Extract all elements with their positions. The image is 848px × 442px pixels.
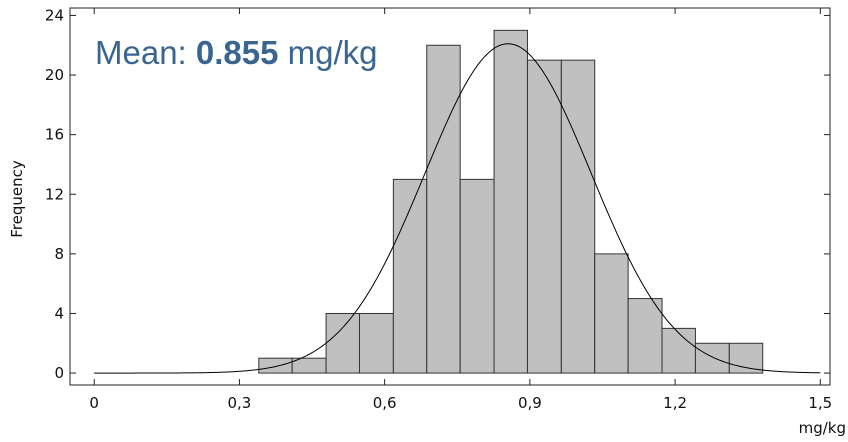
histogram-bar-12 xyxy=(661,327,696,374)
histogram-bar-9 xyxy=(560,59,596,374)
x-tick-label-3: 0,9 xyxy=(518,394,542,412)
histogram-bar-13 xyxy=(694,342,730,374)
histogram-bar-4 xyxy=(392,178,428,374)
mean-annotation-prefix: Mean: xyxy=(95,34,196,71)
histogram-bar-0 xyxy=(258,357,293,374)
x-tick-label-5: 1,5 xyxy=(808,394,832,412)
x-axis-title: mg/kg xyxy=(799,419,846,437)
y-tick-label-3: 12 xyxy=(45,185,64,203)
x-tick-label-4: 1,2 xyxy=(663,394,687,412)
histogram-bars xyxy=(258,29,764,374)
x-tick-label-0: 0 xyxy=(89,394,99,412)
histogram-bar-14 xyxy=(728,342,764,374)
y-tick-label-6: 24 xyxy=(45,6,64,24)
mean-annotation-unit: mg/kg xyxy=(278,34,377,71)
x-tick-label-1: 0,3 xyxy=(227,394,251,412)
y-tick-label-4: 16 xyxy=(45,126,64,144)
histogram-bar-2 xyxy=(325,312,360,374)
normal-curve xyxy=(94,43,821,374)
y-tick-label-5: 20 xyxy=(45,66,64,84)
plot-frame xyxy=(69,7,831,386)
y-tick-label-1: 4 xyxy=(54,304,64,322)
histogram-bar-6 xyxy=(459,178,495,374)
y-axis: 0 4 8 12 16 20 24 xyxy=(45,6,830,382)
histogram-bar-10 xyxy=(594,253,629,374)
y-tick-label-0: 0 xyxy=(54,364,64,382)
mean-annotation-value: 0.855 xyxy=(196,34,279,71)
y-axis-title: Frequency xyxy=(8,160,26,238)
x-axis: 0 0,3 0,6 0,9 1,2 1,5 xyxy=(89,8,832,412)
mean-annotation: Mean: 0.855 mg/kg xyxy=(95,34,378,71)
y-tick-label-2: 8 xyxy=(54,245,64,263)
histogram-bar-7 xyxy=(493,29,528,374)
histogram-bar-5 xyxy=(426,44,461,374)
x-tick-label-2: 0,6 xyxy=(373,394,397,412)
histogram-bar-8 xyxy=(526,59,562,374)
histogram-bar-3 xyxy=(358,312,394,374)
histogram-bar-11 xyxy=(627,298,663,374)
